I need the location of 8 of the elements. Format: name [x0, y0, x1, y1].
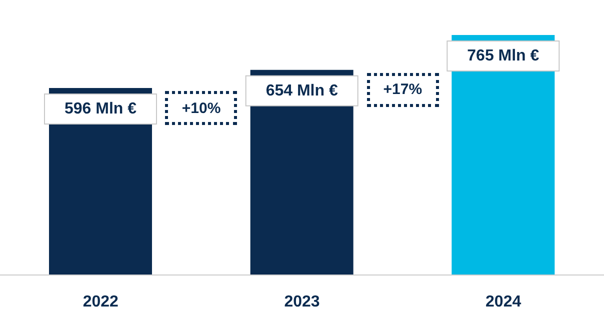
data-label: 654 Mln €: [266, 82, 338, 100]
annotation: +10%: [165, 91, 238, 126]
data-label: 765 Mln €: [467, 48, 540, 64]
data-label: 596 Mln €: [64, 100, 137, 118]
annotation: +17%: [366, 72, 439, 107]
x-tick-label: 2023: [284, 293, 320, 310]
x-tick-label: 2022: [82, 293, 119, 310]
x-tick-label: 2024: [486, 293, 522, 310]
